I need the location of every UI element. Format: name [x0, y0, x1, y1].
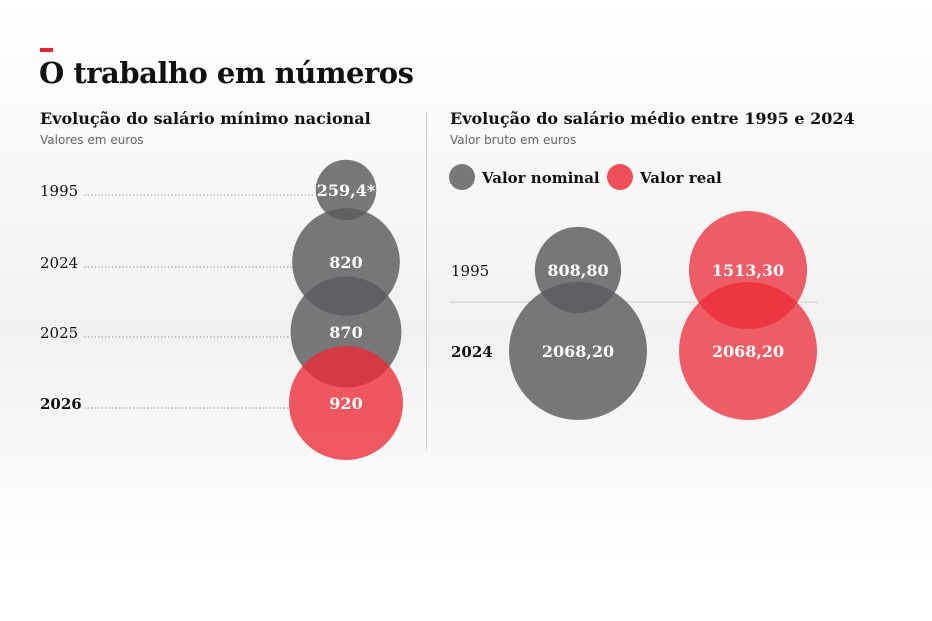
bubble: [315, 159, 377, 221]
data-label: 2068,20: [542, 342, 614, 361]
left-chart-title: Evolução do salário mínimo nacional: [40, 109, 371, 128]
bubble: [289, 346, 403, 460]
legend-marker: [607, 164, 633, 190]
data-label: 920: [329, 394, 362, 413]
category-label: 2026: [40, 395, 82, 413]
accent-bar: [40, 48, 53, 52]
page-title: O trabalho em números: [39, 56, 414, 90]
bubble: [679, 282, 817, 420]
data-label: 808,80: [547, 261, 608, 280]
legend-marker: [449, 164, 475, 190]
category-label: 2024: [40, 254, 78, 272]
data-label: 1513,30: [712, 261, 784, 280]
data-label: 259,4*: [317, 181, 376, 200]
category-label: 2025: [40, 324, 78, 342]
bubble: [509, 282, 647, 420]
data-label: 2068,20: [712, 342, 784, 361]
data-label: 870: [329, 323, 362, 342]
right-chart-title: Evolução do salário médio entre 1995 e 2…: [450, 109, 855, 128]
data-label: 820: [329, 253, 362, 272]
panel-divider: [426, 112, 427, 450]
left-chart-subtitle: Valores em euros: [40, 133, 144, 147]
category-label: 1995: [451, 262, 489, 280]
right-chart-subtitle: Valor bruto em euros: [450, 133, 577, 147]
legend-label: Valor nominal: [481, 169, 600, 187]
category-label: 1995: [40, 182, 78, 200]
legend-label: Valor real: [639, 169, 722, 187]
category-label: 2024: [451, 343, 493, 361]
